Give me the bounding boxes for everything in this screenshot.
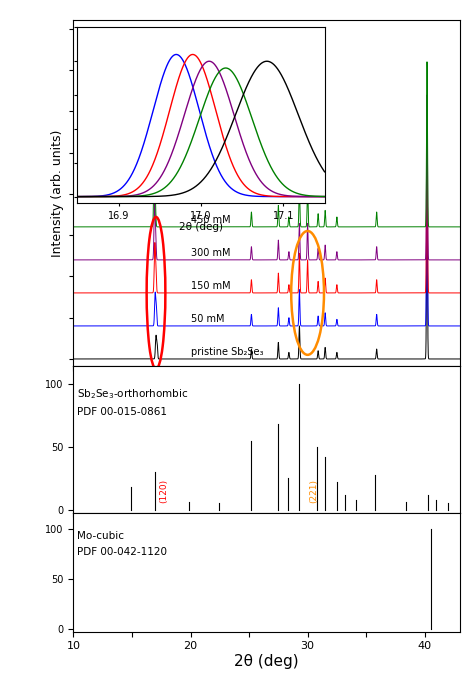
Text: 150 mM: 150 mM — [191, 281, 230, 291]
Text: pristine Sb₂Se₃: pristine Sb₂Se₃ — [191, 348, 263, 357]
Text: (221): (221) — [309, 479, 318, 503]
Text: 300 mM: 300 mM — [191, 248, 230, 258]
X-axis label: 2θ (deg): 2θ (deg) — [234, 654, 299, 669]
Text: Sb$_2$Se$_3$-orthorhombic: Sb$_2$Se$_3$-orthorhombic — [77, 387, 188, 401]
Text: 50 mM: 50 mM — [191, 314, 224, 324]
Text: 450 mM: 450 mM — [191, 215, 230, 225]
Text: (120): (120) — [159, 479, 168, 503]
Text: PDF 00-015-0861: PDF 00-015-0861 — [77, 407, 167, 417]
Y-axis label: Intensity (arb. units): Intensity (arb. units) — [51, 129, 64, 257]
Text: Mo-cubic: Mo-cubic — [77, 531, 124, 540]
Text: PDF 00-042-1120: PDF 00-042-1120 — [77, 546, 167, 557]
